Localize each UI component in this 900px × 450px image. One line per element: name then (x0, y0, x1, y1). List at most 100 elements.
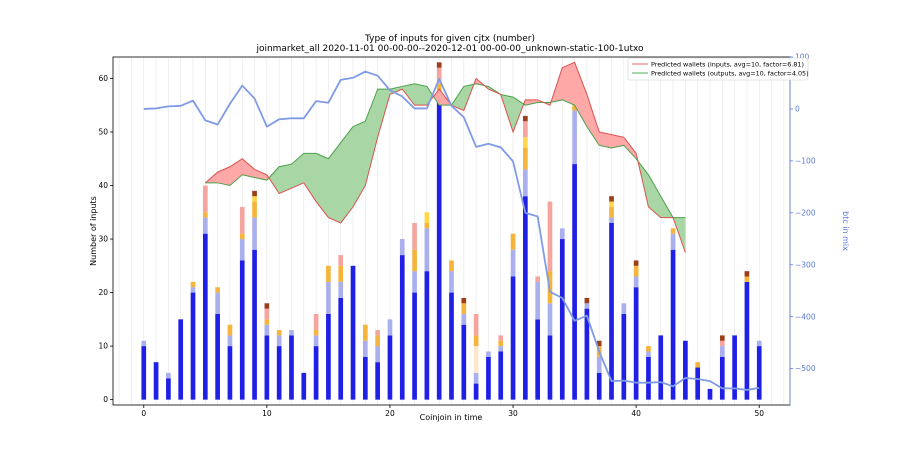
bar-segment-remix (313, 335, 319, 347)
bar-segment-fresh (375, 362, 380, 400)
prediction-fill (414, 83, 428, 106)
y-tick-label: 50 (98, 128, 108, 137)
bar-segment-orange (227, 324, 233, 336)
bar-segment-remix (326, 281, 331, 314)
bar-segment-brown (523, 115, 528, 122)
bar-segment-brown (609, 196, 614, 202)
bar-segment-fresh (178, 319, 184, 400)
bar-segment-fresh (313, 346, 319, 400)
bar-segment-remix (252, 217, 257, 250)
bar-segment-remix (670, 233, 676, 250)
bar-segment-fresh (547, 335, 553, 400)
bar-segment-remix (424, 228, 430, 272)
y-tick-label: 10 (98, 342, 108, 351)
bar-segment-fresh (609, 222, 614, 400)
bar-segment-fresh (658, 335, 664, 400)
bar-segment-salmon (313, 313, 319, 331)
x-tick-label: 40 (631, 409, 641, 418)
bar-segment-remix (547, 303, 553, 336)
bar-segment-orange (313, 330, 319, 336)
bar-segment-remix (523, 169, 528, 197)
bar-segment-salmon (412, 222, 417, 250)
y-axis-label: Number of inputs (89, 196, 98, 266)
predicted-inputs-line (204, 61, 686, 253)
bar-segment-remix (646, 351, 651, 357)
prediction-fill (586, 94, 600, 147)
bar-segment-fresh (276, 346, 282, 400)
bar-segment-fresh (264, 335, 270, 400)
prediction-fill (352, 120, 366, 208)
x-axis-label: Coinjoin in time (420, 413, 483, 422)
y-tick-label: 30 (98, 235, 108, 244)
bar-segment-fresh (719, 356, 725, 400)
bar-segment-fresh (399, 255, 405, 400)
prediction-areas (204, 61, 686, 253)
bar-segment-fresh (424, 271, 430, 400)
bar-segment-fresh (141, 346, 147, 400)
prediction-fill (562, 62, 575, 106)
bar-segment-fresh (572, 164, 577, 400)
bar-segment-remix (239, 239, 245, 261)
bar-segment-remix (559, 228, 565, 240)
bar-segment-salmon (498, 335, 504, 341)
bar-segment-orange (412, 249, 417, 272)
bar-segment-fresh (202, 233, 208, 400)
bar-segment-orange (449, 260, 454, 272)
bar-segment-salmon (239, 206, 245, 234)
bar-segment-fresh (239, 260, 245, 400)
y2-tick-label: −100 (795, 156, 816, 165)
bar-segment-fresh (166, 378, 171, 400)
bar-segment-orange (424, 222, 430, 229)
bar-segment-yellow (609, 201, 614, 207)
bar-segment-fresh (190, 292, 196, 400)
legend-box (627, 57, 809, 81)
bar-segment-brown (633, 260, 639, 266)
bar-segment-salmon (719, 340, 725, 347)
bar-segment-remix (399, 239, 405, 256)
x-axis: 0 10 20 30 40 50 (141, 405, 764, 418)
bar-segment-fresh (535, 319, 541, 400)
bar-segment-salmon (202, 185, 208, 213)
bar-segment-fresh (153, 362, 159, 400)
bar-segment-fresh (362, 356, 368, 400)
bar-segment-remix (375, 346, 380, 363)
bar-segment-brown (436, 62, 442, 68)
prediction-fill (315, 153, 329, 219)
bar-segment-remix (449, 271, 454, 293)
bar-segment-fresh (215, 313, 220, 400)
bar-segment-remix (510, 249, 516, 277)
bar-segment-orange (633, 265, 639, 277)
chart-subtitle: joinmarket_all 2020-11-01 00-00-00--2020… (255, 44, 644, 54)
bar-segment-remix (486, 351, 491, 357)
bar-segment-fresh (338, 297, 344, 400)
y2-tick-label: −500 (795, 364, 816, 373)
bar-segment-fresh (559, 239, 565, 400)
bar-segment-remix (202, 217, 208, 234)
bar-segment-remix (596, 356, 602, 373)
legend-label-outputs: Predicted wallets (outputs, avg=10, fact… (651, 70, 809, 78)
y2-tick-label: 0 (795, 105, 800, 114)
bar-segment-remix (621, 303, 627, 314)
bar-segment-orange (326, 265, 331, 282)
bar-segment-fresh (412, 292, 417, 400)
bar-segment-remix (289, 330, 294, 336)
y-tick-label: 60 (98, 74, 108, 83)
bar-segment-orange (498, 340, 504, 347)
bar-segment-fresh (646, 356, 651, 400)
bar-segment-orange (276, 330, 282, 336)
bar-segment-fresh (732, 335, 737, 400)
bar-segment-salmon (547, 201, 553, 272)
chart-title: Type of inputs for given cjtx (number) (364, 34, 535, 44)
x-tick-label: 0 (141, 409, 146, 418)
bar-segment-orange (473, 335, 479, 347)
bar-segment-brown (744, 271, 750, 277)
bar-segment-fresh (670, 249, 676, 400)
bar-segment-orange (572, 105, 577, 111)
legend: Predicted wallets (inputs, avg=10, facto… (627, 57, 809, 81)
bar-segment-fresh (510, 276, 516, 400)
prediction-fill (303, 153, 317, 203)
bar-segment-orange (239, 233, 245, 240)
bar-segment-orange (202, 212, 208, 218)
bar-segment-remix (535, 281, 541, 320)
